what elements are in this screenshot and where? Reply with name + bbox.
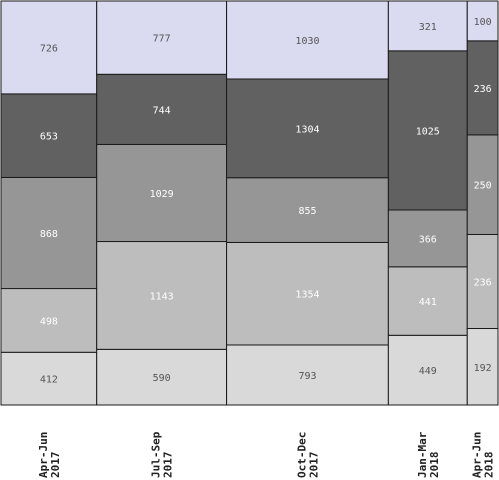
x-tick-label: Jul-Sep 2017 bbox=[150, 431, 175, 478]
mekko-cell bbox=[387, 209, 468, 268]
data-label: 653 bbox=[40, 132, 58, 143]
data-label: 1030 bbox=[295, 36, 319, 47]
x-tick-label: Oct-Dec 2017 bbox=[295, 432, 320, 478]
data-label: 1029 bbox=[150, 189, 174, 200]
data-label: 793 bbox=[298, 371, 316, 382]
data-label: 100 bbox=[474, 17, 492, 28]
data-label: 1304 bbox=[295, 124, 319, 135]
data-label: 777 bbox=[153, 34, 171, 45]
data-label: 412 bbox=[40, 375, 58, 386]
mekko-cell bbox=[96, 143, 228, 243]
data-label: 449 bbox=[419, 366, 437, 377]
data-label: 855 bbox=[298, 206, 316, 217]
data-label: 498 bbox=[40, 316, 58, 327]
x-tick-label: Apr-Jun 2017 bbox=[37, 432, 62, 478]
mekko-cell bbox=[0, 351, 98, 406]
mekko-cell bbox=[0, 93, 98, 178]
data-label: 1143 bbox=[150, 291, 174, 302]
mekko-cell bbox=[226, 241, 389, 346]
mekko-cell bbox=[387, 266, 468, 336]
data-label: 250 bbox=[474, 181, 492, 192]
x-tick-label-line1: Jan-Mar bbox=[416, 431, 429, 478]
data-label: 236 bbox=[474, 84, 492, 95]
data-label: 590 bbox=[153, 373, 171, 384]
x-tick-label-line1: Oct-Dec bbox=[295, 432, 308, 478]
mekko-cell bbox=[0, 0, 98, 95]
data-label: 868 bbox=[40, 229, 58, 240]
mekko-cell bbox=[96, 0, 228, 75]
data-label: 1354 bbox=[295, 290, 319, 301]
mekko-cell bbox=[0, 288, 98, 353]
data-label: 726 bbox=[40, 43, 58, 54]
mekko-cell bbox=[466, 328, 499, 406]
data-label: 192 bbox=[474, 363, 492, 374]
data-label: 1025 bbox=[416, 126, 440, 137]
data-label: 366 bbox=[419, 234, 437, 245]
x-tick-label-line2: 2017 bbox=[49, 452, 62, 479]
mekko-cell bbox=[226, 177, 389, 243]
x-tick-label-line2: 2017 bbox=[307, 452, 320, 479]
mekko-cell bbox=[387, 334, 468, 406]
data-label: 321 bbox=[419, 22, 437, 33]
mekko-cell bbox=[466, 0, 499, 42]
mekko-cell bbox=[387, 0, 468, 52]
x-tick-label-line2: 2018 bbox=[483, 452, 496, 479]
data-label: 236 bbox=[474, 277, 492, 288]
x-tick-label-line1: Apr-Jun bbox=[471, 432, 484, 478]
x-tick-label-line2: 2018 bbox=[428, 452, 441, 479]
x-tick-label-line1: Apr-Jun bbox=[37, 432, 50, 478]
chart-cells: 412 498 868 653 726 590 1143 1029 744 777 793 1354 8… bbox=[0, 0, 499, 406]
mekko-cell bbox=[466, 40, 499, 136]
x-tick-label-line1: Jul-Sep bbox=[150, 431, 163, 478]
mekko-cell bbox=[96, 73, 228, 145]
data-label: 441 bbox=[419, 297, 437, 308]
x-axis-ticks: Apr-Jun 2017 Jul-Sep 2017 Oct-Dec 2017 Jan-Mar… bbox=[37, 431, 496, 478]
data-label: 744 bbox=[153, 105, 171, 116]
mekko-cell bbox=[226, 0, 389, 80]
mekko-cell bbox=[466, 134, 499, 235]
mekko-cell bbox=[96, 348, 228, 406]
mekko-cell bbox=[96, 241, 228, 350]
mekko-cell bbox=[387, 50, 468, 211]
x-tick-label: Jan-Mar 2018 bbox=[416, 431, 441, 478]
x-tick-label-line2: 2017 bbox=[162, 452, 175, 479]
x-tick-label: Apr-Jun 2018 bbox=[471, 432, 496, 478]
